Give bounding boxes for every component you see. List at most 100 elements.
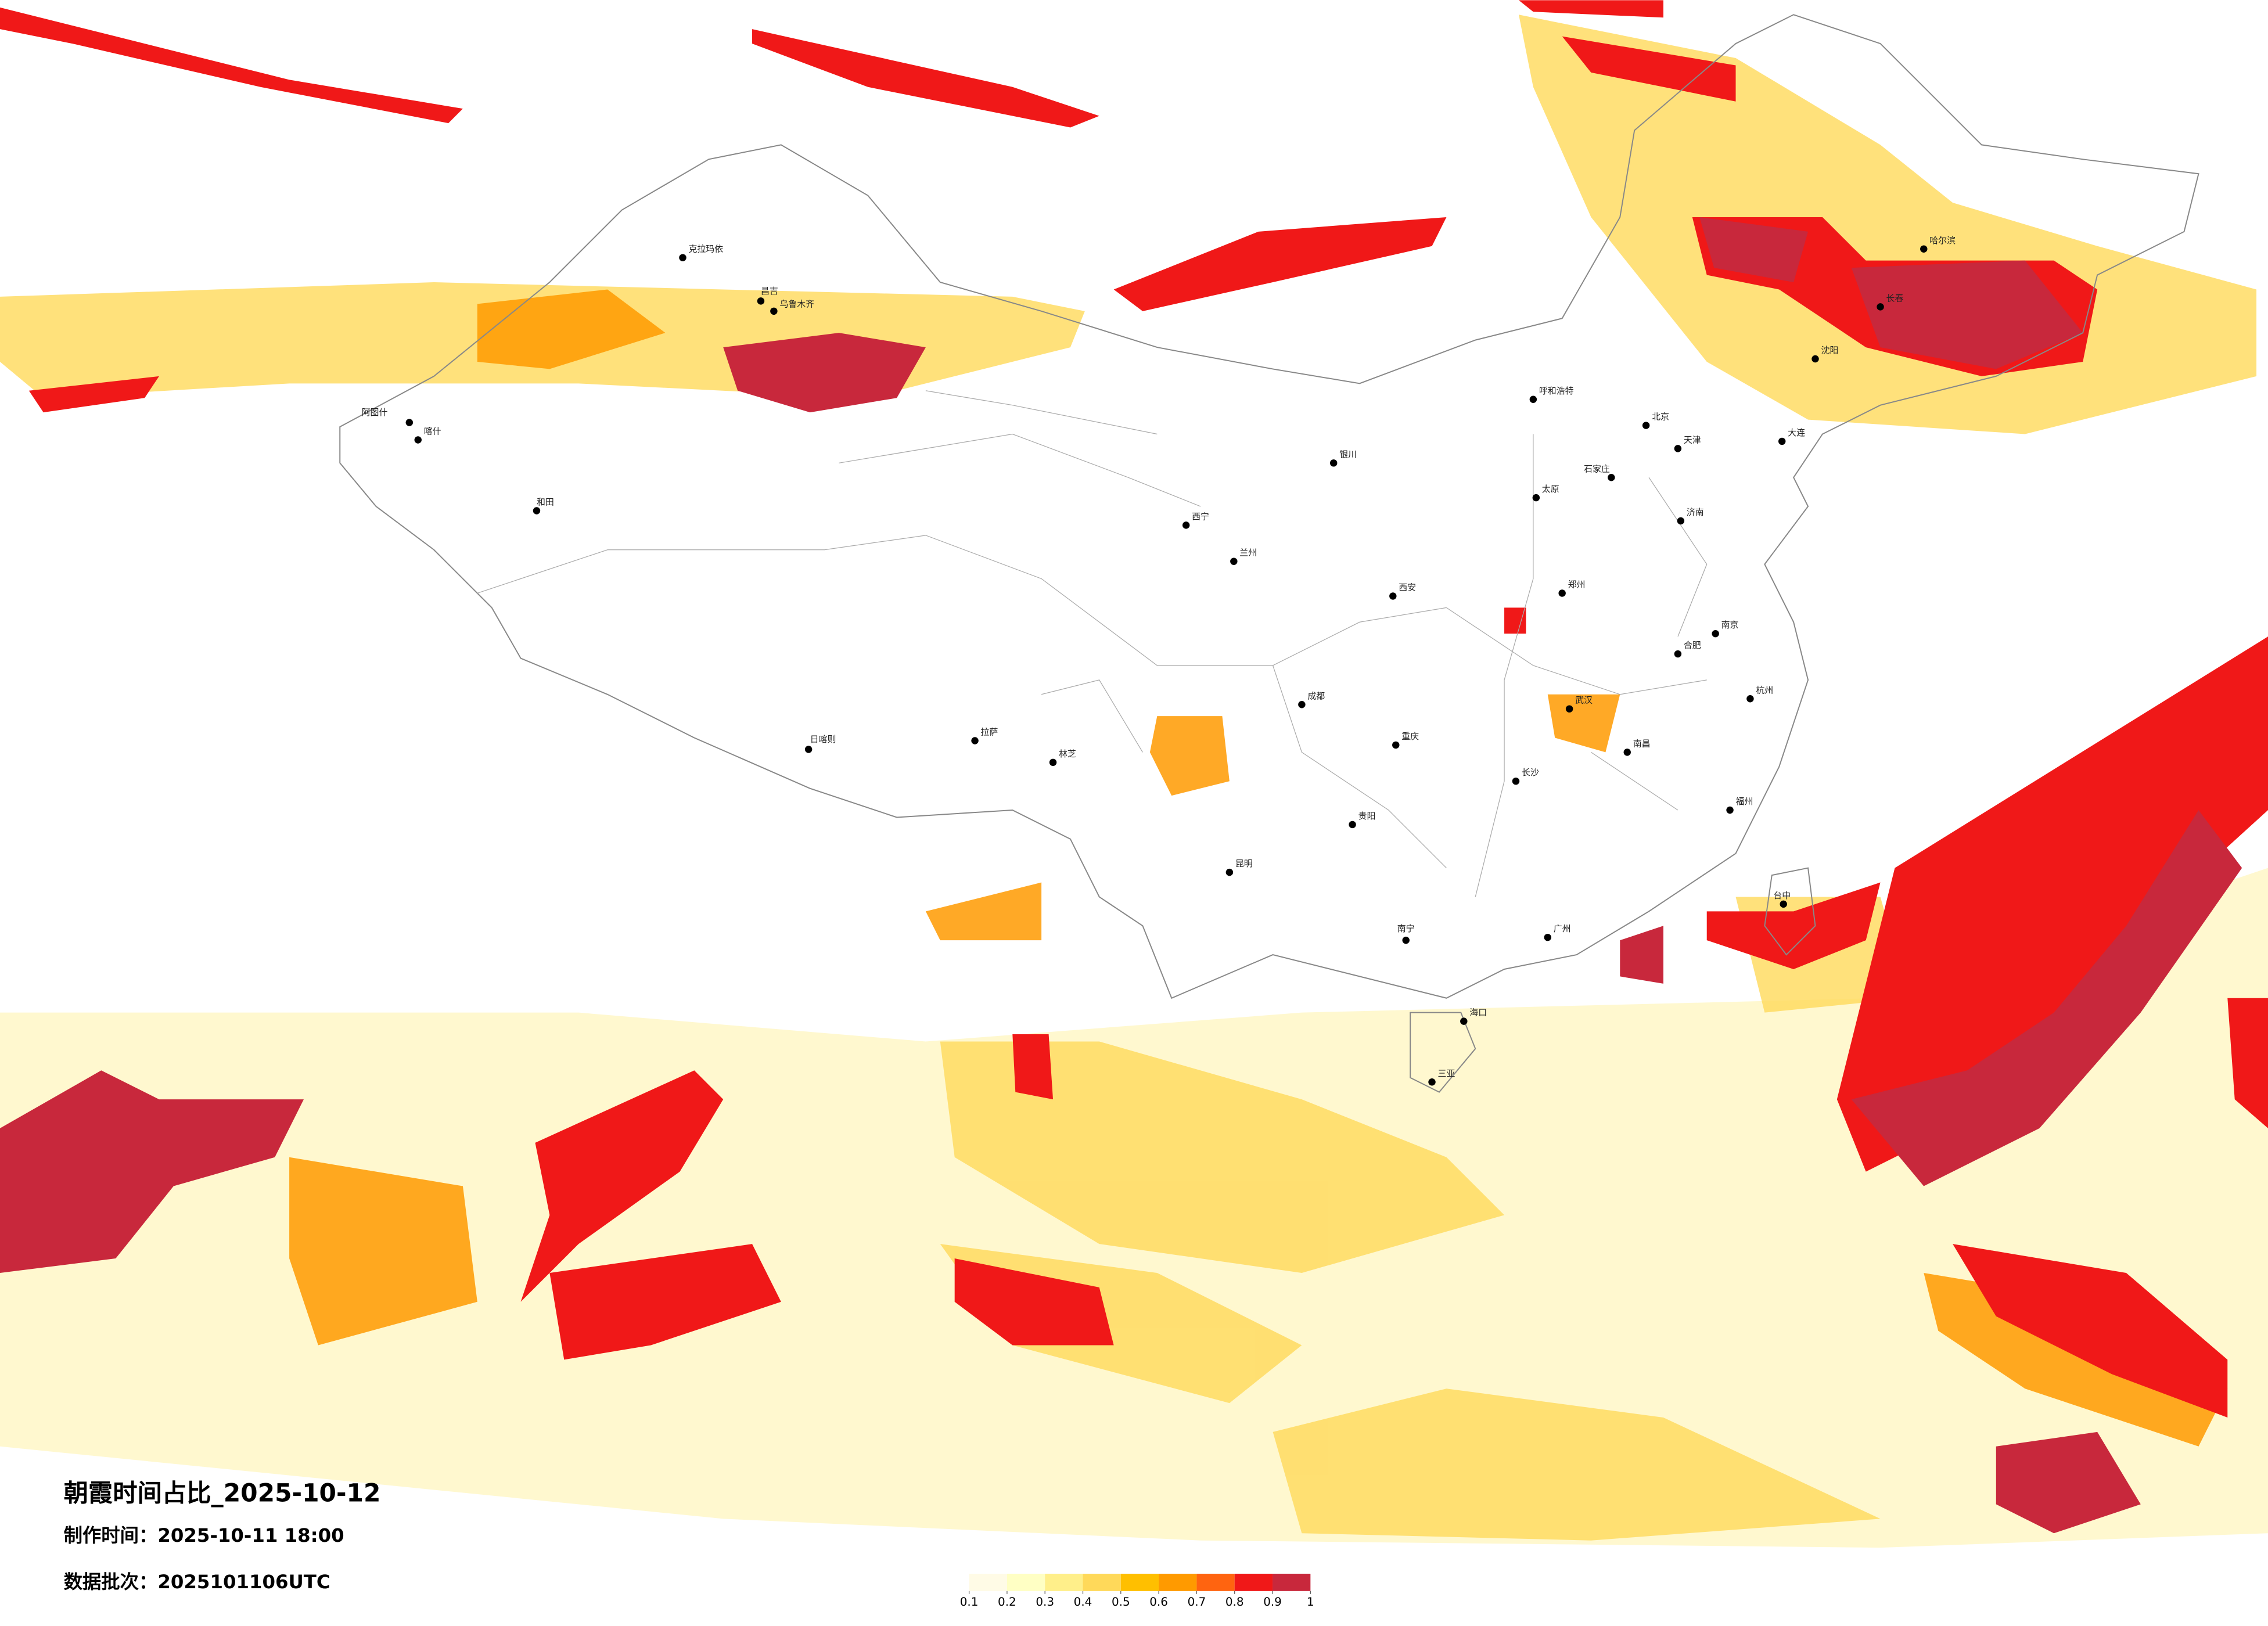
colorbar-swatch	[1159, 1573, 1197, 1591]
city: 长沙	[1512, 767, 1539, 785]
colorbar-swatch	[1045, 1573, 1083, 1591]
city: 乌鲁木齐	[770, 298, 814, 315]
svg-text:南京: 南京	[1721, 620, 1739, 630]
colorbar-swatch	[1007, 1573, 1045, 1591]
city: 武汉	[1565, 695, 1593, 713]
svg-text:济南: 济南	[1687, 507, 1704, 517]
colorbar-tick-label: 0.7	[1188, 1595, 1206, 1609]
city: 北京	[1642, 412, 1669, 429]
svg-text:福州: 福州	[1736, 796, 1753, 807]
city: 林芝	[1049, 749, 1076, 767]
city: 成都	[1298, 690, 1325, 708]
colorbar-swatch	[969, 1573, 1007, 1591]
colorbar-swatch	[1196, 1573, 1235, 1591]
city: 沈阳	[1811, 345, 1838, 363]
colorbar-tick-label: 0.4	[1074, 1595, 1092, 1609]
colorbar-tick-label: 0.3	[1036, 1595, 1054, 1609]
city: 长春	[1877, 293, 1904, 311]
svg-text:海口: 海口	[1469, 1008, 1487, 1018]
city: 拉萨	[971, 727, 998, 744]
svg-text:南昌: 南昌	[1633, 738, 1651, 749]
svg-text:南宁: 南宁	[1397, 923, 1415, 934]
city: 西安	[1389, 582, 1416, 600]
city: 呼和浩特	[1529, 386, 1574, 403]
svg-text:昆明: 昆明	[1235, 858, 1253, 869]
city: 西宁	[1182, 511, 1209, 529]
city: 济南	[1677, 507, 1704, 525]
city: 阿图什	[362, 407, 414, 426]
svg-text:台中: 台中	[1773, 890, 1791, 901]
colorbar-tick-label: 0.5	[1112, 1595, 1130, 1609]
city: 重庆	[1392, 731, 1419, 749]
colorbar-tick-label: 0.2	[998, 1595, 1016, 1609]
svg-text:合肥: 合肥	[1684, 640, 1701, 650]
city: 合肥	[1674, 640, 1701, 658]
svg-text:乌鲁木齐: 乌鲁木齐	[779, 298, 814, 309]
svg-text:大连: 大连	[1788, 427, 1805, 438]
svg-text:石家庄: 石家庄	[1584, 463, 1610, 474]
city: 太原	[1532, 484, 1559, 502]
svg-text:广州: 广州	[1554, 923, 1571, 934]
svg-text:太原: 太原	[1542, 484, 1559, 494]
city: 天津	[1674, 434, 1701, 452]
colorbar-swatch	[1273, 1573, 1311, 1591]
svg-text:和田: 和田	[537, 497, 554, 508]
svg-text:成都: 成都	[1307, 690, 1325, 701]
svg-text:郑州: 郑州	[1568, 579, 1586, 589]
colorbar-swatch	[1120, 1573, 1159, 1591]
colorbar-tick-label: 0.1	[960, 1595, 979, 1609]
city: 福州	[1726, 796, 1753, 814]
svg-text:克拉玛依: 克拉玛依	[688, 244, 723, 254]
svg-text:阿图什: 阿图什	[362, 407, 388, 418]
city: 广州	[1544, 923, 1571, 941]
svg-text:武汉: 武汉	[1575, 695, 1593, 706]
city: 日喀则	[804, 734, 836, 753]
svg-text:日喀则: 日喀则	[810, 734, 836, 744]
city: 三亚	[1428, 1068, 1455, 1086]
colorbar-swatch	[1083, 1573, 1121, 1591]
city: 南昌	[1623, 738, 1651, 756]
colorbar-tick-label: 1	[1307, 1595, 1314, 1609]
svg-text:西宁: 西宁	[1192, 511, 1209, 521]
city: 哈尔滨	[1920, 235, 1956, 253]
city: 石家庄	[1584, 463, 1615, 481]
city: 和田	[533, 497, 554, 515]
city: 克拉玛依	[679, 244, 723, 261]
info: 朝霞时间占比_2025-10-12 制作时间：2025-10-11 18:00 …	[64, 1478, 381, 1592]
city: 贵阳	[1349, 811, 1376, 829]
city: 兰州	[1230, 548, 1257, 565]
city: 喀什	[414, 426, 441, 444]
svg-text:哈尔滨: 哈尔滨	[1929, 235, 1956, 246]
city: 大连	[1778, 427, 1805, 445]
batch: 数据批次：2025101106UTC	[64, 1571, 330, 1593]
svg-text:昌吉: 昌吉	[761, 286, 778, 296]
title: 朝霞时间占比_2025-10-12	[64, 1478, 381, 1507]
svg-text:银川: 银川	[1339, 449, 1357, 459]
svg-text:贵阳: 贵阳	[1358, 811, 1376, 821]
weather-field	[0, 0, 2268, 1548]
made-time: 制作时间：2025-10-11 18:00	[64, 1524, 344, 1546]
svg-text:杭州: 杭州	[1756, 685, 1773, 695]
city: 银川	[1329, 449, 1357, 467]
svg-text:西安: 西安	[1399, 582, 1416, 592]
colorbar-swatch	[1234, 1573, 1273, 1591]
city: 郑州	[1558, 579, 1586, 597]
city: 台中	[1773, 890, 1791, 908]
city: 昌吉	[757, 286, 778, 305]
svg-text:天津: 天津	[1684, 434, 1701, 445]
colorbar-tick-label: 0.9	[1263, 1595, 1282, 1609]
city: 海口	[1460, 1008, 1487, 1025]
svg-text:呼和浩特: 呼和浩特	[1539, 386, 1574, 396]
svg-text:兰州: 兰州	[1239, 548, 1257, 558]
colorbar: 0.1 0.2 0.3 0.4 0.5 0.6 0.7 0.8 0.9 1	[960, 1573, 1314, 1609]
colorbar-tick-label: 0.8	[1225, 1595, 1244, 1609]
svg-text:林芝: 林芝	[1059, 749, 1076, 759]
cities: 克拉玛依 乌鲁木齐 昌吉 喀什 和田 阿图什 拉萨 日喀则 林芝 西宁 兰州 银…	[362, 235, 1956, 1086]
svg-text:长春: 长春	[1886, 293, 1904, 303]
city: 南京	[1712, 620, 1739, 638]
country-border	[339, 14, 2199, 1093]
svg-text:北京: 北京	[1652, 412, 1669, 422]
svg-text:三亚: 三亚	[1437, 1068, 1455, 1078]
svg-text:重庆: 重庆	[1401, 731, 1419, 742]
